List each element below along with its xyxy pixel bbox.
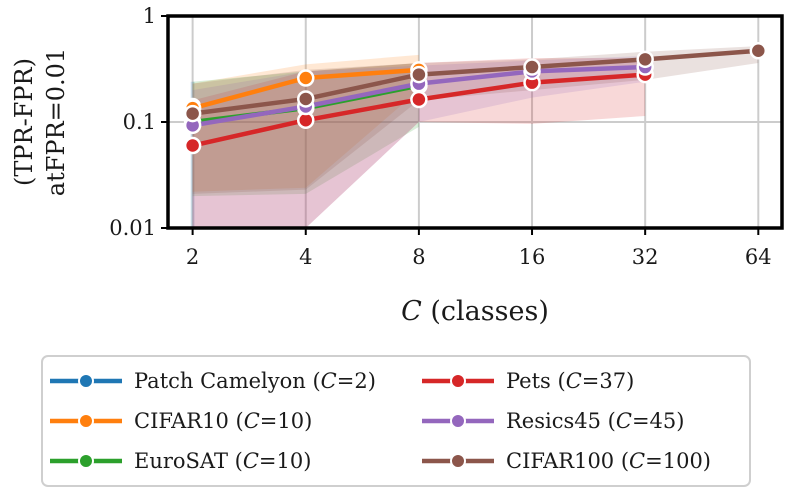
x-tick-label: 32 bbox=[632, 245, 659, 269]
y-axis-label-line1: (TPR-FPR) bbox=[10, 58, 38, 186]
legend-item-patch-camelyon: Patch Camelyon (C=2) bbox=[50, 369, 376, 393]
legend-label: Patch Camelyon (C=2) bbox=[134, 369, 376, 393]
point-cifar10 bbox=[297, 69, 315, 87]
x-tick-label: 16 bbox=[519, 245, 546, 269]
y-axis-label-line2: atFPR=0.01 bbox=[42, 48, 70, 196]
legend: Patch Camelyon (C=2) CIFAR10 (C=10) EuroSA… bbox=[41, 355, 751, 487]
point-cifar100 bbox=[523, 58, 541, 76]
legend-marker bbox=[450, 373, 466, 389]
legend-label: CIFAR100 (C=100) bbox=[506, 449, 711, 473]
x-axis-label-unit: (classes) bbox=[422, 296, 549, 327]
legend-label: Pets (C=37) bbox=[506, 369, 634, 393]
axis-ticks: 2 4 8 16 32 64 0.01 0.1 1 bbox=[109, 4, 771, 269]
legend-marker bbox=[450, 453, 466, 469]
x-axis-label-variable: C bbox=[401, 296, 422, 327]
legend-item-resics45: Resics45 (C=45) bbox=[422, 409, 684, 433]
band-cifar100 bbox=[192, 46, 759, 194]
legend-marker bbox=[78, 373, 94, 389]
legend-marker bbox=[78, 453, 94, 469]
point-pets bbox=[410, 90, 428, 109]
y-tick-label: 0.01 bbox=[109, 216, 156, 240]
line-cifar100 bbox=[192, 48, 759, 116]
x-tick-label: 64 bbox=[745, 245, 772, 269]
x-tick-label: 8 bbox=[412, 245, 425, 269]
point-cifar100 bbox=[410, 65, 428, 84]
legend-label: Resics45 (C=45) bbox=[506, 409, 684, 433]
x-tick-label: 2 bbox=[186, 245, 199, 269]
legend-label: CIFAR10 (C=10) bbox=[134, 409, 312, 433]
legend-label: EuroSAT (C=10) bbox=[134, 449, 311, 473]
y-axis-label: (TPR-FPR) atFPR=0.01 bbox=[10, 48, 70, 196]
legend-box bbox=[41, 355, 751, 487]
legend-item-eurosat: EuroSAT (C=10) bbox=[50, 449, 311, 473]
x-tick-label: 4 bbox=[299, 245, 312, 269]
point-cifar100 bbox=[183, 104, 202, 123]
legend-marker bbox=[78, 413, 94, 429]
point-cifar100 bbox=[749, 42, 768, 60]
x-axis-label: C (classes) bbox=[401, 296, 549, 327]
point-cifar100 bbox=[636, 50, 654, 69]
y-tick-label: 1 bbox=[143, 4, 156, 28]
point-pets bbox=[183, 136, 202, 155]
confidence-bands bbox=[190, 46, 759, 228]
y-tick-label: 0.1 bbox=[123, 110, 156, 134]
legend-marker bbox=[450, 413, 466, 429]
legend-item-pets: Pets (C=37) bbox=[422, 369, 634, 393]
legend-item-cifar100: CIFAR100 (C=100) bbox=[422, 449, 711, 473]
series-lines bbox=[183, 42, 768, 155]
legend-item-cifar10: CIFAR10 (C=10) bbox=[50, 409, 312, 433]
point-cifar100 bbox=[297, 90, 315, 108]
